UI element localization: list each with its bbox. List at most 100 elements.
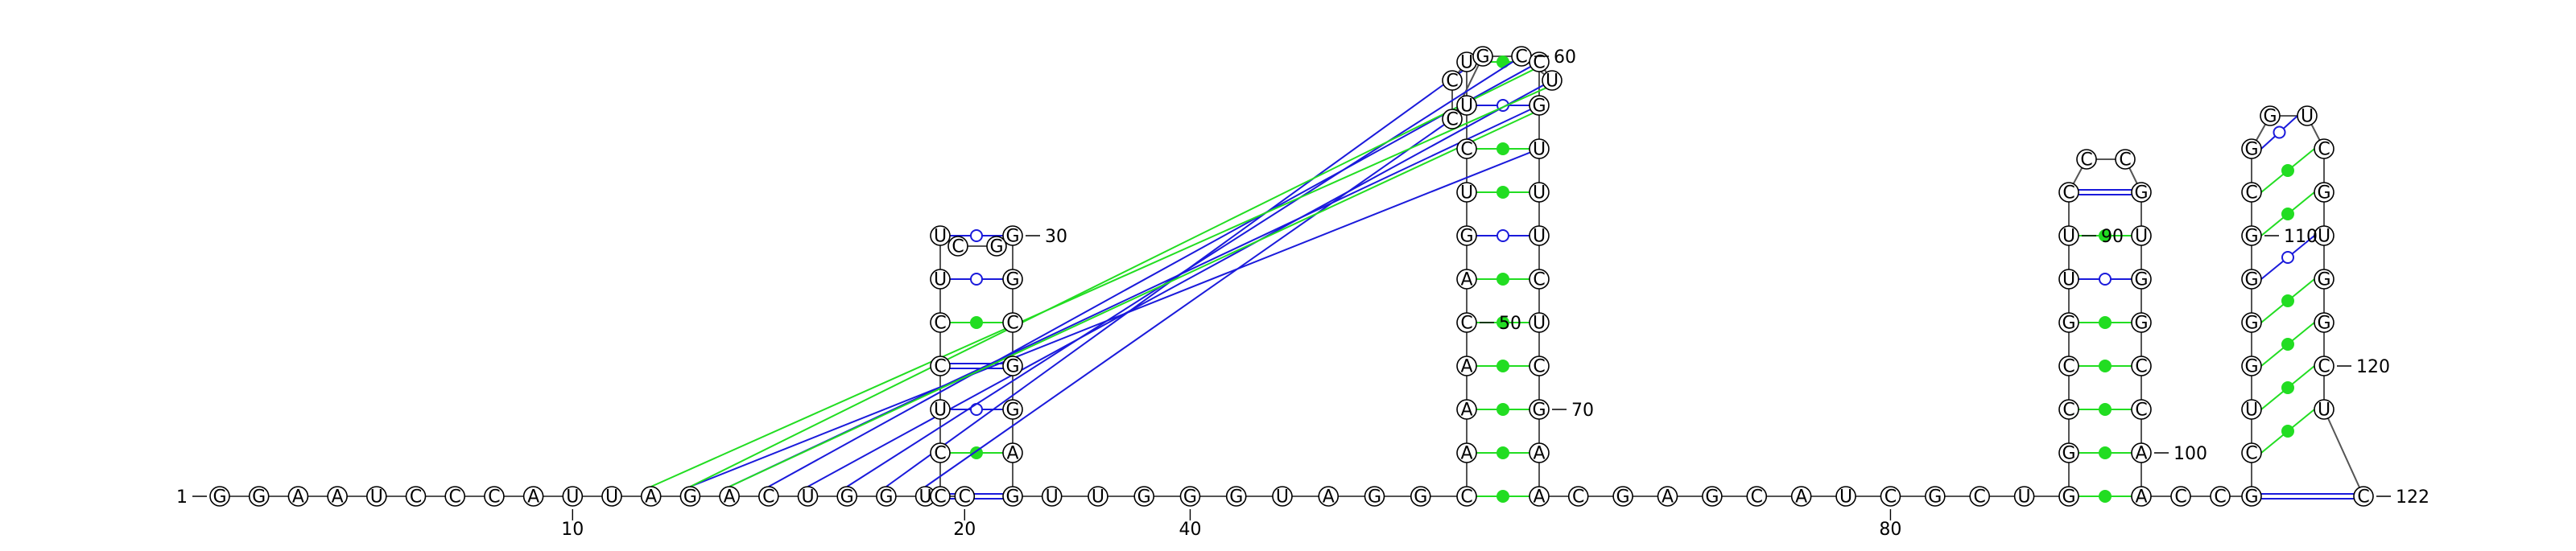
- nucleotide: C: [954, 486, 976, 508]
- nucleotide-letter: C: [2119, 150, 2131, 171]
- noncanonical-pair-marker: [2099, 490, 2112, 503]
- nucleotide: C: [1567, 486, 1589, 508]
- nucleotide-letter: G: [1005, 227, 1019, 247]
- nucleotide: U: [601, 486, 622, 508]
- nucleotide-letter: C: [1460, 487, 1472, 508]
- nucleotide: G: [2314, 312, 2334, 334]
- tertiary-pair-bond: [807, 80, 1553, 487]
- nucleotide: G: [1002, 356, 1023, 377]
- nucleotide-letter: U: [801, 487, 814, 508]
- nucleotide-letter: G: [1183, 487, 1197, 508]
- nucleotide-letter: U: [1533, 314, 1546, 334]
- nucleotide-letter: C: [1572, 487, 1584, 508]
- nucleotide-letter: C: [1974, 487, 1986, 508]
- nucleotide-letter: G: [2134, 270, 2148, 290]
- nucleotide-letter: U: [1839, 487, 1852, 508]
- nucleotide-letter: G: [840, 487, 854, 508]
- nucleotide: G: [1472, 46, 1493, 68]
- nucleotide-letter: G: [1005, 401, 1019, 421]
- nucleotide-letter: U: [1460, 97, 1473, 117]
- nucleotide-letter: U: [370, 487, 383, 508]
- nucleotide: G: [2241, 486, 2262, 508]
- nucleotide-letter: G: [2062, 314, 2075, 334]
- nucleotide: U: [2314, 399, 2334, 421]
- nucleotide-letter: U: [1460, 53, 1473, 73]
- nucleotide-letter: C: [1515, 47, 1527, 68]
- noncanonical-pair-marker: [2099, 446, 2112, 459]
- nucleotide: C: [2241, 442, 2262, 464]
- nucleotide-letter: U: [1460, 183, 1473, 204]
- nucleotide: G: [2058, 312, 2079, 334]
- nucleotide: G: [1925, 486, 1946, 508]
- nucleotide-letter: C: [1751, 487, 1763, 508]
- nucleotide-letter: U: [566, 487, 579, 508]
- nucleotide-letter: G: [2244, 140, 2258, 160]
- nucleotide: A: [1318, 486, 1340, 508]
- nucleotide-letter: A: [1533, 487, 1545, 508]
- nucleotide-letter: A: [2135, 487, 2147, 508]
- nucleotide: A: [1456, 269, 1477, 290]
- nucleotide-letter: C: [1533, 53, 1545, 73]
- nucleotide: C: [484, 486, 505, 508]
- nucleotide: G: [2241, 225, 2262, 247]
- nucleotide: U: [2314, 225, 2334, 247]
- nucleotide-letter: U: [2135, 227, 2148, 247]
- nucleotide: A: [719, 486, 740, 508]
- nucleotide-letter: C: [1446, 110, 1458, 130]
- nucleotide: G: [1456, 225, 1477, 247]
- nucleotide-letter: A: [1323, 487, 1335, 508]
- nucleotide-letter: U: [934, 227, 947, 247]
- nucleotide: A: [640, 486, 662, 508]
- noncanonical-pair-marker: [1496, 273, 1509, 286]
- nucleotide-letter: U: [2318, 401, 2330, 421]
- nucleotide-letter: G: [1005, 357, 1019, 377]
- nucleotide: C: [1456, 138, 1477, 160]
- nucleotide: A: [1657, 486, 1678, 508]
- nucleotide: G: [2241, 269, 2262, 290]
- wobble-pair-marker: [970, 403, 983, 416]
- nucleotide-letter: U: [1276, 487, 1289, 508]
- nucleotide-letter: G: [2244, 357, 2258, 377]
- position-label: 120: [2356, 357, 2390, 377]
- nucleotide-letter: A: [1006, 444, 1018, 464]
- nucleotide: U: [1529, 138, 1550, 160]
- nucleotide-letter: A: [1662, 487, 1674, 508]
- nucleotide-letter: C: [1885, 487, 1897, 508]
- position-label: 50: [1499, 314, 1521, 334]
- nucleotide: A: [1790, 486, 1812, 508]
- nucleotide-letter: C: [2214, 487, 2226, 508]
- nucleotide: A: [1529, 486, 1550, 508]
- nucleotide-letter: G: [2244, 314, 2258, 334]
- wobble-pair-marker: [1496, 229, 1509, 242]
- nucleotide: C: [930, 312, 951, 334]
- nucleotide: U: [1041, 486, 1063, 508]
- nucleotide-letter: U: [2301, 107, 2314, 127]
- nucleotide-letter: U: [1092, 487, 1104, 508]
- position-label: 122: [2396, 487, 2429, 508]
- nucleotide: U: [797, 486, 819, 508]
- nucleotide-letter: G: [2317, 183, 2330, 204]
- nucleotide: C: [1456, 486, 1477, 508]
- nucleotide: U: [1456, 51, 1477, 73]
- nucleotide-letter: U: [934, 270, 947, 290]
- nucleotide-letter: A: [332, 487, 344, 508]
- nucleotide-letter: G: [252, 487, 266, 508]
- position-label: 40: [1179, 520, 1201, 540]
- noncanonical-pair-marker: [2099, 316, 2112, 329]
- tertiary-noncanonical-bond: [689, 66, 1540, 487]
- nucleotide-letter: C: [2062, 401, 2074, 421]
- nucleotide-letter: G: [1705, 487, 1719, 508]
- nucleotide-letter: C: [2080, 150, 2092, 171]
- nucleotide-letter: U: [934, 401, 947, 421]
- nucleotide-letter: G: [1137, 487, 1151, 508]
- noncanonical-pair-marker: [2099, 360, 2112, 372]
- nucleotide: G: [2241, 312, 2262, 334]
- nucleotide-letter: G: [2317, 314, 2330, 334]
- nucleotide: C: [930, 486, 951, 508]
- noncanonical-pair-marker: [1496, 360, 1509, 372]
- nucleotide-letter: C: [2245, 444, 2257, 464]
- nucleotide-letter: G: [1414, 487, 1427, 508]
- nucleotide-letter: A: [1460, 444, 1472, 464]
- nucleotide-letter: C: [2135, 401, 2147, 421]
